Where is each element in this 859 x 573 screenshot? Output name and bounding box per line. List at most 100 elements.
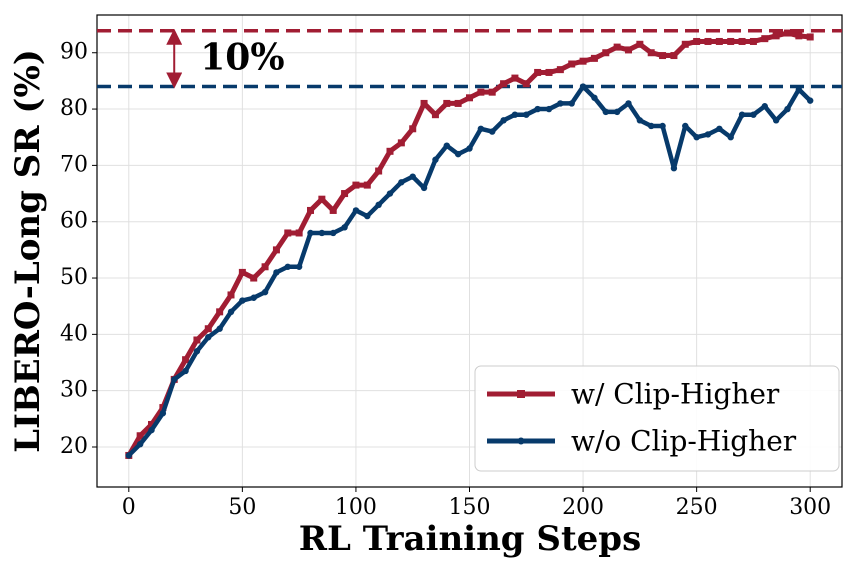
marker: [261, 288, 269, 296]
marker: [568, 60, 576, 68]
marker: [227, 291, 235, 299]
marker: [159, 410, 167, 417]
marker: [193, 348, 201, 355]
marker: [352, 207, 360, 214]
y-axis-label: LIBERO-Long SR (%): [8, 49, 48, 453]
marker: [227, 308, 235, 316]
marker: [648, 122, 655, 130]
marker: [545, 68, 553, 76]
marker: [420, 99, 428, 107]
marker: [556, 66, 564, 74]
marker: [205, 333, 212, 341]
marker: [511, 111, 519, 118]
marker: [341, 224, 348, 231]
legend-label: w/o Clip-Higher: [571, 425, 797, 458]
marker: [295, 263, 303, 270]
annotation: 10%: [200, 37, 284, 79]
x-tick-label: 0: [122, 495, 136, 520]
marker: [273, 269, 280, 276]
y-tick-label: 70: [60, 152, 88, 177]
marker: [182, 356, 190, 364]
plot-frame: [96, 14, 843, 488]
marker: [397, 139, 405, 147]
marker: [364, 212, 371, 220]
marker: [204, 325, 212, 333]
marker: [443, 99, 451, 107]
marker: [409, 125, 417, 133]
marker: [148, 420, 156, 428]
marker: [568, 100, 575, 107]
y-tick-label: 50: [60, 265, 88, 290]
marker: [738, 111, 746, 118]
marker: [307, 229, 314, 237]
marker: [693, 134, 700, 141]
x-axis-label: RL Training Steps: [299, 519, 641, 559]
marker: [727, 134, 734, 141]
marker: [375, 167, 383, 175]
marker: [431, 111, 439, 119]
marker: [454, 99, 462, 107]
marker: [216, 308, 224, 316]
x-tick-label: 100: [335, 495, 377, 520]
marker: [795, 86, 803, 93]
x-tick-label: 150: [449, 495, 491, 520]
marker: [250, 274, 258, 282]
marker: [624, 46, 632, 54]
marker: [363, 181, 371, 189]
marker: [386, 147, 394, 155]
y-tick-label: 30: [60, 378, 88, 403]
x-tick-label: 250: [676, 495, 718, 520]
marker: [579, 83, 587, 90]
marker: [681, 40, 689, 48]
y-tick-label: 40: [60, 321, 88, 346]
marker: [466, 145, 473, 152]
marker: [636, 40, 644, 48]
marker: [659, 122, 666, 130]
marker: [272, 246, 280, 254]
marker: [420, 184, 428, 192]
marker: [239, 297, 246, 304]
marker: [795, 32, 803, 40]
marker: [738, 37, 746, 45]
marker: [704, 37, 712, 45]
marker: [590, 54, 598, 62]
marker: [466, 94, 473, 102]
marker: [284, 263, 291, 270]
marker: [557, 100, 564, 107]
marker: [500, 117, 507, 124]
marker: [398, 179, 405, 186]
marker: [511, 74, 519, 82]
marker: [704, 131, 712, 138]
marker: [318, 195, 326, 203]
marker: [670, 165, 678, 172]
marker: [318, 229, 326, 237]
marker: [534, 68, 542, 76]
marker: [772, 117, 780, 124]
marker: [523, 111, 530, 118]
y-tick-label: 80: [60, 96, 88, 121]
marker: [716, 125, 723, 132]
marker: [125, 452, 132, 459]
marker: [454, 150, 462, 158]
marker: [216, 325, 223, 332]
marker: [500, 80, 508, 88]
marker: [522, 80, 530, 88]
marker: [352, 181, 360, 189]
x-tick-label: 200: [562, 495, 604, 520]
marker: [238, 268, 246, 276]
marker: [784, 105, 791, 113]
marker: [715, 37, 723, 45]
marker: [670, 52, 678, 60]
marker: [806, 33, 814, 41]
marker: [341, 190, 349, 198]
y-tick-label: 20: [60, 434, 88, 459]
marker: [261, 263, 269, 271]
marker: [783, 29, 791, 37]
marker: [545, 105, 553, 113]
marker: [602, 108, 609, 116]
marker: [284, 229, 292, 237]
marker: [307, 206, 315, 214]
marker: [136, 432, 144, 440]
marker: [136, 440, 144, 448]
